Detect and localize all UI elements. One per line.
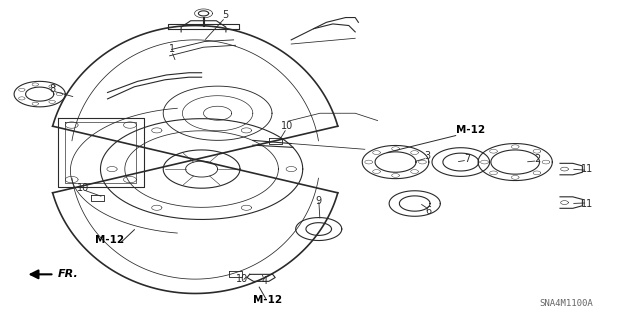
Text: 4: 4 (261, 276, 268, 286)
Text: 6: 6 (426, 205, 432, 216)
Text: FR.: FR. (58, 269, 78, 279)
Text: 8: 8 (49, 84, 56, 94)
Text: 10: 10 (77, 183, 90, 193)
Text: 10: 10 (236, 274, 248, 284)
Text: 3: 3 (424, 151, 431, 161)
Text: 10: 10 (280, 121, 293, 131)
Text: 11: 11 (581, 199, 594, 209)
Text: 11: 11 (581, 164, 594, 174)
Text: M-12: M-12 (253, 295, 282, 305)
Text: 2: 2 (534, 154, 541, 165)
Text: 5: 5 (222, 10, 228, 20)
Text: 7: 7 (464, 154, 470, 164)
Text: 9: 9 (316, 196, 322, 206)
Text: 1: 1 (168, 44, 175, 55)
Text: M-12: M-12 (456, 125, 485, 135)
Text: M-12: M-12 (95, 235, 124, 245)
Text: SNA4M1100A: SNA4M1100A (540, 299, 593, 308)
